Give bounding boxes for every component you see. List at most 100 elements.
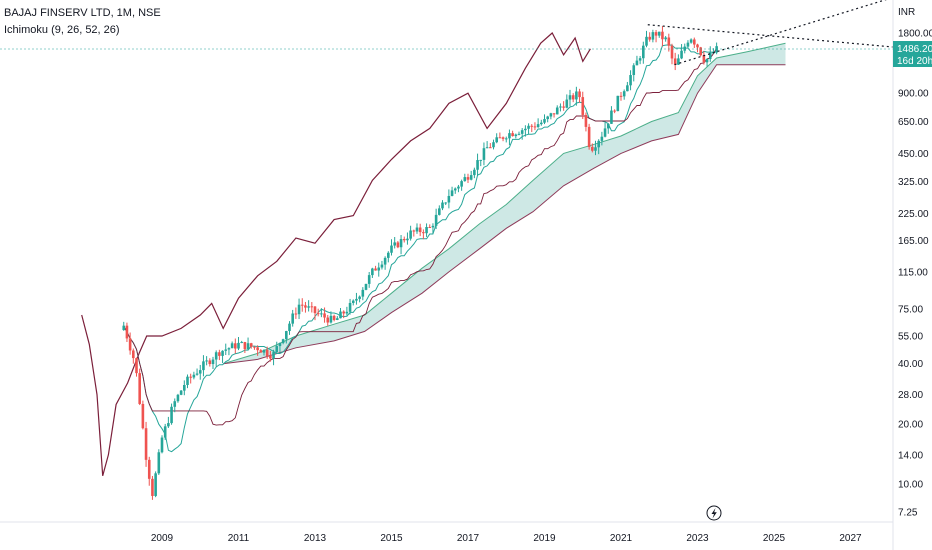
price-axis-tick: 900.00 [898, 89, 929, 100]
leading-span-b [223, 64, 786, 365]
candle-body [613, 110, 616, 112]
time-axis-tick: 2009 [151, 533, 174, 544]
candle-body [262, 349, 266, 353]
price-axis-tick: 165.00 [898, 236, 929, 247]
indicator-legend[interactable]: Ichimoku (9, 26, 52, 26) [4, 24, 120, 36]
candle-body [294, 313, 298, 315]
candle-body [387, 252, 390, 258]
candle-body [654, 32, 658, 36]
candle-body [278, 342, 282, 347]
candle-body [240, 342, 243, 344]
candle-body [511, 133, 514, 137]
currency-label: INR [898, 7, 915, 18]
trendline[interactable] [674, 0, 932, 66]
price-axis-tick: 75.00 [898, 305, 923, 316]
candle-body [291, 313, 294, 324]
candle-body [699, 47, 702, 56]
candle-body [326, 317, 330, 323]
candle-body [447, 195, 451, 203]
price-axis-tick: 14.00 [898, 450, 923, 461]
candle-body [441, 202, 444, 209]
candle-body [351, 300, 355, 303]
candle-body [546, 116, 549, 120]
candle-body [135, 358, 138, 374]
candle-body [402, 239, 406, 241]
candle-body [581, 97, 585, 115]
candle-body [708, 52, 712, 60]
candle-body [297, 304, 301, 315]
candle-body [715, 46, 718, 53]
candle-body [329, 315, 333, 323]
candle-body [249, 343, 253, 347]
candle-body [683, 46, 687, 51]
candle-body [642, 45, 645, 59]
candle-body [664, 37, 667, 40]
candle-body [189, 376, 192, 378]
candle-body [549, 113, 553, 117]
candle-body [469, 175, 473, 180]
candle-body [147, 459, 151, 479]
candle-body [399, 239, 403, 248]
cloud-fill [223, 43, 786, 364]
candle-body [536, 124, 540, 128]
ichimoku-cloud [223, 42, 786, 365]
candle-body [234, 343, 237, 349]
candle-body [520, 130, 524, 134]
candle-body [364, 283, 368, 290]
candle-body [218, 352, 221, 356]
candle-body [154, 473, 157, 496]
candle-body [673, 58, 677, 65]
lightning-bolt-icon[interactable] [706, 505, 722, 521]
candle-body [336, 318, 339, 320]
candle-body [205, 360, 208, 362]
chart-symbol-title[interactable]: BAJAJ FINSERV LTD, 1M, NSE [4, 7, 161, 19]
candle-body [211, 359, 215, 365]
candle-body [501, 137, 505, 139]
candle-body [645, 36, 648, 46]
price-axis-tick: 28.00 [898, 390, 923, 401]
candle-body [651, 32, 655, 40]
candle-body [616, 95, 620, 112]
candle-body [431, 225, 435, 228]
candle-body [479, 159, 483, 161]
kijun-line [123, 47, 717, 426]
candle-body [638, 58, 642, 61]
candle-body [304, 305, 307, 308]
candle-body [332, 315, 336, 320]
time-axis-tick: 2011 [228, 533, 250, 544]
candle-body [179, 390, 183, 395]
candle-body [367, 275, 371, 284]
candle-body [517, 133, 521, 135]
candle-body [463, 177, 467, 182]
candle-body [626, 85, 629, 92]
candle-body [568, 95, 572, 100]
lagging-span [81, 32, 591, 476]
candle-body [224, 349, 228, 351]
candle-body [300, 304, 304, 306]
candle-body [482, 148, 486, 160]
last-price-tag: 1486.20 16d 20h [893, 41, 932, 67]
candle-body [323, 313, 326, 318]
candle-body [339, 311, 342, 319]
time-axis[interactable]: 2009 2011 2013 2015 2017 2019 2021 2023 2025 2027 [151, 533, 862, 544]
candle-body [619, 95, 623, 97]
time-axis-tick: 2021 [610, 533, 633, 544]
time-axis-tick: 2019 [533, 533, 556, 544]
candle-body [457, 186, 460, 189]
candle-body [358, 296, 361, 299]
candle-body [680, 50, 683, 59]
lagging-span-line [81, 32, 591, 476]
time-axis-tick: 2025 [763, 533, 786, 544]
candle-body [393, 242, 396, 246]
candle-body [578, 91, 581, 98]
price-axis[interactable]: 1800.00 900.00 650.00 450.00 325.00 225.00 165… [898, 29, 932, 519]
candle-body [657, 31, 661, 36]
candle-body [559, 106, 562, 108]
candle-body [195, 373, 199, 375]
candle-body [256, 347, 259, 351]
candle-body [591, 146, 594, 151]
candle-body [705, 59, 709, 63]
time-axis-tick: 2023 [686, 533, 709, 544]
candle-body [524, 128, 527, 131]
